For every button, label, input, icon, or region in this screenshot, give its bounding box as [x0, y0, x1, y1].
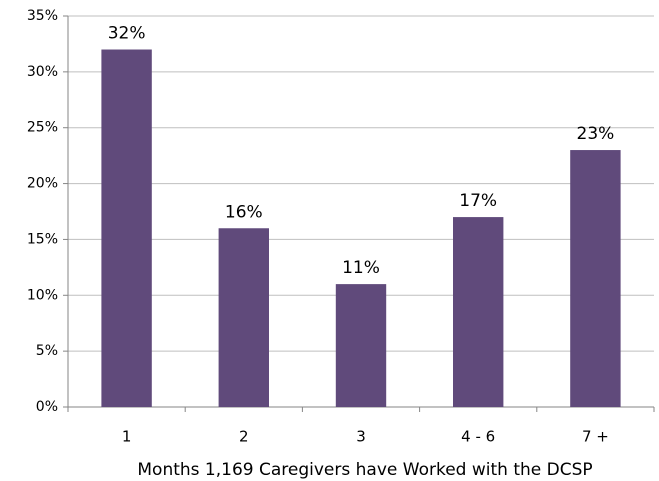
- y-tick-label: 5%: [36, 343, 58, 359]
- x-tick-label: 1: [122, 428, 132, 446]
- bar: [453, 217, 504, 407]
- x-tick-label: 2: [239, 428, 249, 446]
- x-tick-label: 4 - 6: [461, 428, 495, 446]
- bar: [101, 49, 152, 408]
- y-tick-label: 20%: [27, 176, 58, 192]
- bar: [335, 284, 387, 407]
- bar: [570, 150, 621, 408]
- data-label: 17%: [459, 191, 497, 211]
- data-label: 11%: [342, 258, 380, 278]
- data-label: 16%: [225, 202, 263, 222]
- x-axis-title: Months 1,169 Caregivers have Worked with…: [137, 460, 592, 480]
- x-tick-label: 7 +: [582, 428, 609, 446]
- y-tick-label: 0%: [36, 399, 58, 415]
- y-tick-label: 35%: [27, 8, 58, 24]
- y-tick-label: 10%: [27, 287, 58, 303]
- data-label: 32%: [108, 24, 146, 44]
- x-tick-label: 3: [356, 428, 366, 446]
- y-tick-label: 15%: [27, 231, 58, 247]
- data-label: 23%: [577, 124, 615, 144]
- bar: [218, 228, 269, 407]
- y-tick-label: 25%: [27, 120, 58, 136]
- y-tick-label: 30%: [27, 64, 58, 80]
